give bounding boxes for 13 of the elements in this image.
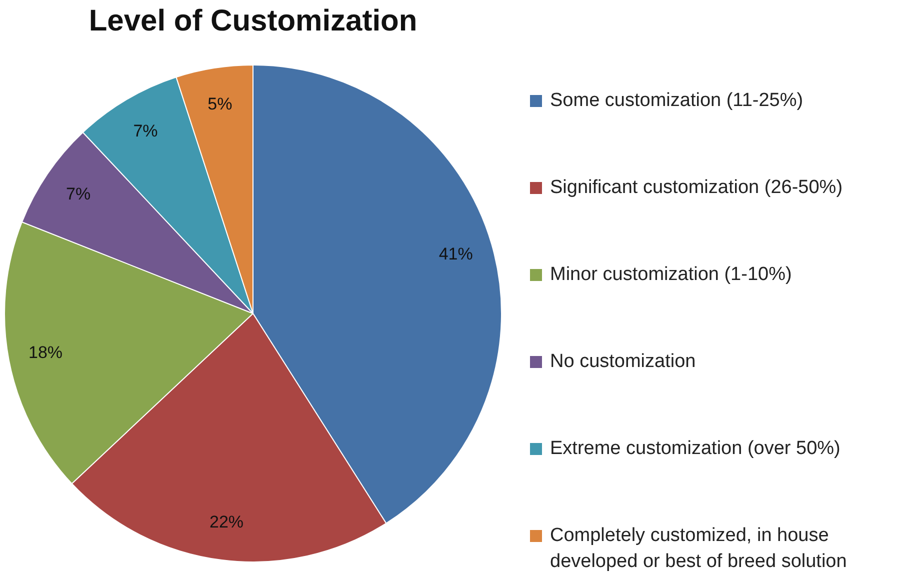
legend-label: Completely customized, in house developed or best of breed solution xyxy=(550,524,848,574)
data-label: 18% xyxy=(28,342,63,362)
data-label: 41% xyxy=(438,244,473,264)
data-label: 5% xyxy=(208,94,232,114)
legend-label: Some customization (11-25%) xyxy=(550,89,804,113)
data-label: 7% xyxy=(66,184,91,204)
data-label: 22% xyxy=(210,512,244,532)
legend-label: Extreme customization (over 50%) xyxy=(550,437,840,461)
data-label: 7% xyxy=(133,121,158,140)
legend-label: Minor customization (1-10%) xyxy=(550,263,792,287)
chart-title: Level of Customization xyxy=(88,4,418,38)
legend-label: No customization xyxy=(550,350,696,374)
legend-label: Significant customization (26-50%) xyxy=(550,176,843,200)
